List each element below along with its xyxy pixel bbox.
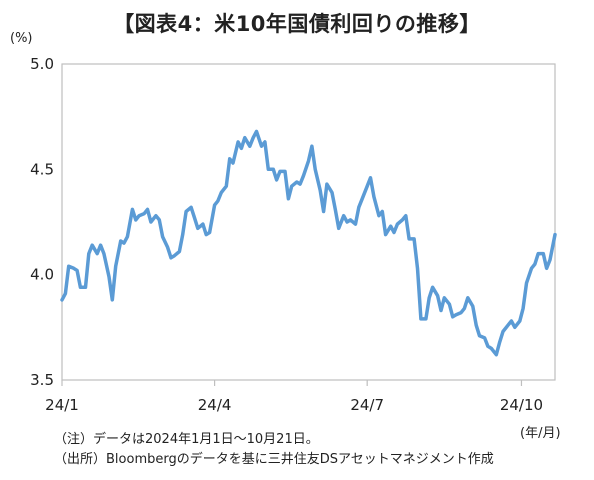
y-tick-label: 3.5 (30, 371, 54, 389)
plot-area (61, 63, 556, 381)
series-line-us10y (60, 129, 557, 357)
notes: （注）データは2024年1月1日～10月21日。 （出所）Bloombergのデ… (54, 430, 494, 470)
x-tick-label: 24/7 (350, 396, 384, 414)
chart-title: 【図表4：米10年国債利回りの推移】 (113, 12, 481, 36)
x-axis-unit: (年/月) (520, 426, 561, 441)
y-tick-labels: 5.0 4.5 4.0 3.5 (30, 55, 54, 389)
series-layer (60, 129, 557, 357)
note-line: （注）データは2024年1月1日～10月21日。 (54, 432, 319, 447)
y-tick-label: 4.5 (30, 160, 54, 178)
x-tick-labels: 24/1 24/4 24/7 24/10 (45, 380, 543, 414)
y-tick-label: 4.0 (30, 266, 54, 284)
x-tick-label: 24/1 (45, 396, 79, 414)
y-axis-unit: (%) (10, 31, 33, 46)
y-tick-label: 5.0 (30, 55, 54, 73)
source-line: （出所）Bloombergのデータを基に三井住友DSアセットマネジメント作成 (54, 452, 494, 467)
x-tick-label: 24/4 (198, 396, 232, 414)
x-tick-label: 24/10 (500, 396, 543, 414)
